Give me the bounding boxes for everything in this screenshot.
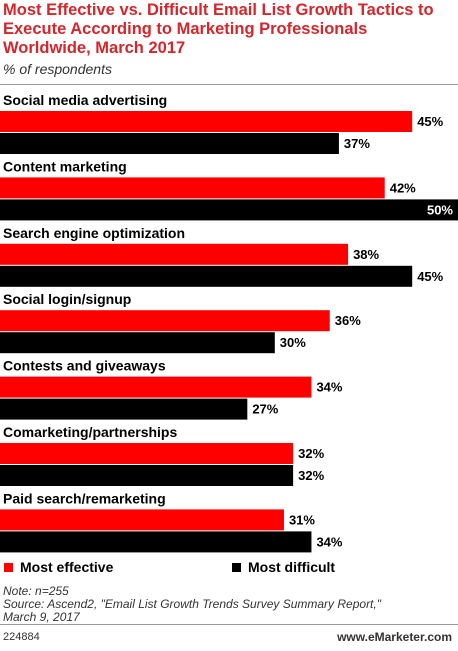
bar-most-difficult [0, 199, 458, 221]
footnote-source-date: March 9, 2017 [3, 610, 80, 624]
bar-most-effective [0, 310, 330, 332]
brand-logo-text: www.eMarketer.com [337, 630, 452, 644]
bar-most-difficult [0, 265, 413, 287]
bar-most-effective [0, 443, 294, 464]
category-label: Social media advertising [3, 92, 167, 108]
legend-difficult-label: Most difficult [248, 559, 336, 575]
bar-most-difficult [0, 465, 294, 486]
legend-difficult-swatch [232, 563, 241, 572]
chart-id: 224884 [3, 631, 40, 643]
category-label: Contests and giveaways [3, 358, 166, 374]
data-label-most-effective: 38% [353, 247, 379, 262]
bar-most-difficult [0, 133, 339, 154]
data-label-most-difficult: 34% [316, 534, 342, 549]
category-label: Search engine optimization [3, 225, 185, 241]
legend-effective-swatch [4, 563, 13, 572]
top-divider [0, 84, 458, 85]
legend-effective-label: Most effective [20, 559, 114, 575]
bar-most-effective [0, 177, 385, 199]
bar-most-difficult [0, 332, 275, 354]
bar-most-difficult [0, 398, 248, 420]
data-label-most-difficult: 27% [252, 402, 278, 417]
data-label-most-effective: 45% [417, 114, 443, 129]
data-label-most-difficult: 32% [298, 468, 324, 483]
data-label-most-effective: 36% [335, 313, 361, 328]
bar-most-effective [0, 509, 284, 531]
bar-most-difficult [0, 531, 312, 553]
data-label-most-difficult: 30% [280, 335, 306, 350]
category-label: Content marketing [3, 158, 127, 174]
data-label-most-difficult: 50% [427, 202, 453, 217]
data-label-most-effective: 34% [316, 380, 342, 395]
data-label-most-effective: 31% [289, 512, 315, 527]
chart-subtitle: % of respondents [3, 61, 112, 77]
category-label: Comarketing/partnerships [3, 424, 177, 440]
bar-most-effective [0, 243, 349, 265]
footnote-note: Note: n=255 [3, 584, 69, 598]
legend-effective: Most effective [4, 559, 113, 575]
category-label: Paid search/remarketing [3, 490, 166, 506]
bar-chart: Social media advertising 45% 37% Content ma… [0, 92, 458, 553]
footnote-source: Source: Ascend2, "Email List Growth Tren… [3, 597, 381, 611]
bar-most-effective [0, 376, 312, 398]
bar-most-effective [0, 111, 413, 132]
data-label-most-difficult: 45% [417, 269, 443, 284]
data-label-most-difficult: 37% [344, 136, 370, 151]
data-label-most-effective: 32% [298, 446, 324, 461]
legend-difficult: Most difficult [232, 559, 335, 575]
data-label-most-effective: 42% [390, 180, 416, 195]
chart-title: Most Effective vs. Difficult Email List … [3, 1, 434, 57]
footnote: Note: n=255 Source: Ascend2, "Email List… [3, 585, 381, 624]
category-label: Social login/signup [3, 291, 131, 307]
bottom-divider [0, 624, 458, 625]
